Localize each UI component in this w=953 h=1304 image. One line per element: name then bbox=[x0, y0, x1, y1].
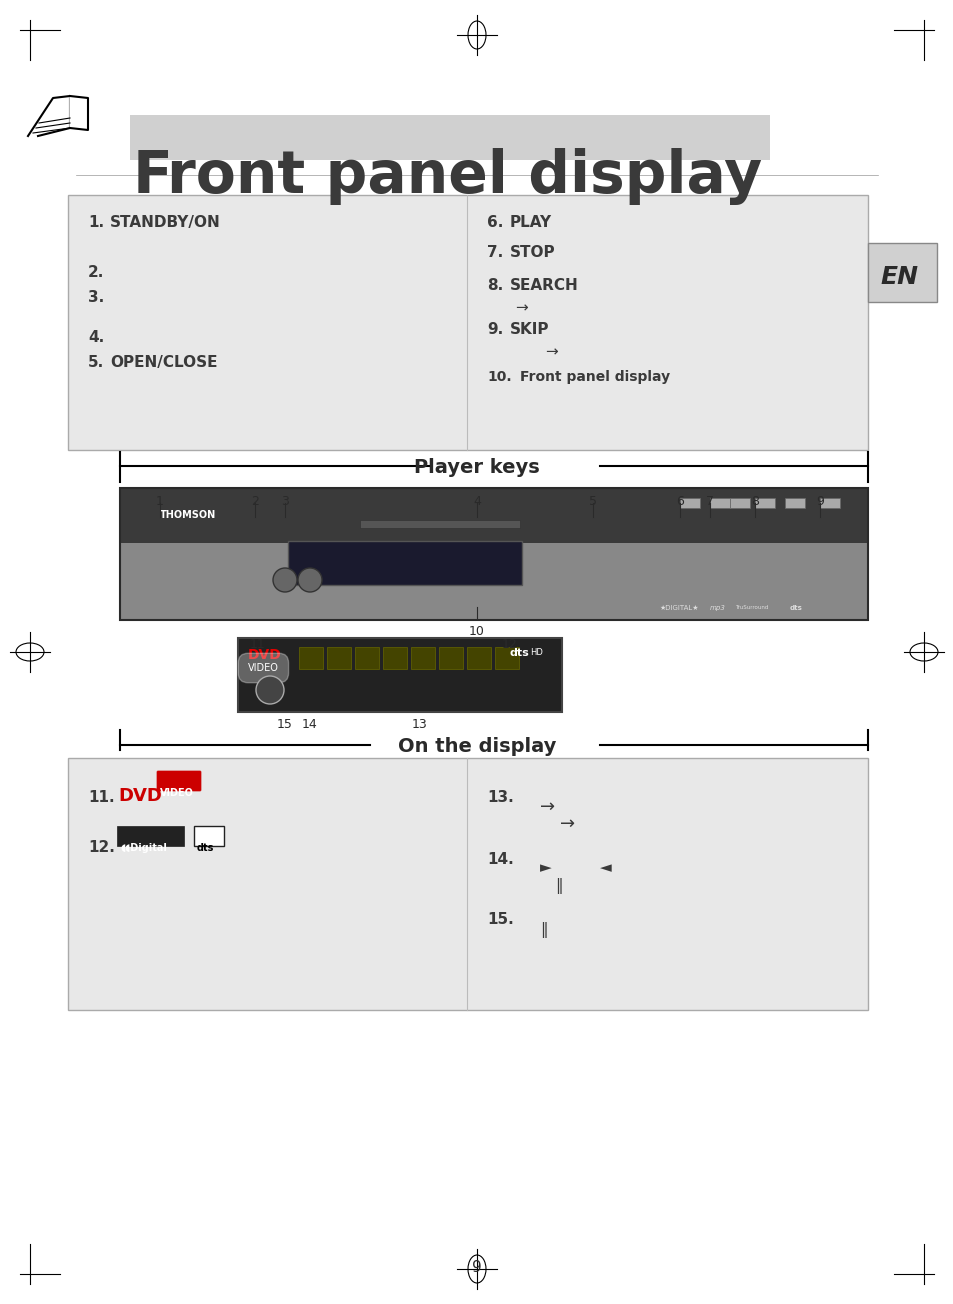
FancyBboxPatch shape bbox=[784, 498, 804, 509]
Text: ront panel display: ront panel display bbox=[167, 147, 761, 205]
Text: VIDEO: VIDEO bbox=[160, 788, 193, 798]
Text: 13.: 13. bbox=[486, 790, 514, 805]
FancyBboxPatch shape bbox=[867, 243, 936, 303]
Text: 9: 9 bbox=[472, 1260, 481, 1275]
Text: On the display: On the display bbox=[397, 737, 556, 756]
FancyBboxPatch shape bbox=[298, 647, 323, 669]
Text: PLAY: PLAY bbox=[510, 215, 552, 230]
Circle shape bbox=[273, 569, 296, 592]
Text: 10: 10 bbox=[469, 625, 484, 638]
FancyBboxPatch shape bbox=[411, 647, 435, 669]
Text: 5.: 5. bbox=[88, 355, 104, 370]
Text: 9: 9 bbox=[815, 496, 823, 509]
Text: 11.: 11. bbox=[88, 790, 114, 805]
FancyBboxPatch shape bbox=[355, 647, 378, 669]
FancyBboxPatch shape bbox=[68, 196, 867, 450]
Text: →: → bbox=[515, 300, 527, 316]
Text: 12: 12 bbox=[501, 638, 517, 651]
FancyBboxPatch shape bbox=[68, 758, 867, 1011]
FancyBboxPatch shape bbox=[709, 498, 729, 509]
Text: EN: EN bbox=[879, 265, 917, 289]
Text: OPEN/CLOSE: OPEN/CLOSE bbox=[110, 355, 217, 370]
Text: →: → bbox=[539, 798, 555, 816]
Circle shape bbox=[297, 569, 322, 592]
Text: DVD: DVD bbox=[118, 788, 162, 805]
Text: 2: 2 bbox=[251, 496, 258, 509]
FancyBboxPatch shape bbox=[679, 498, 700, 509]
Text: ★DIGITAL★: ★DIGITAL★ bbox=[659, 605, 699, 612]
FancyBboxPatch shape bbox=[820, 498, 840, 509]
FancyBboxPatch shape bbox=[130, 115, 769, 160]
FancyBboxPatch shape bbox=[288, 541, 521, 585]
FancyBboxPatch shape bbox=[327, 647, 351, 669]
Text: SEARCH: SEARCH bbox=[510, 278, 578, 293]
Text: dts: dts bbox=[196, 842, 214, 853]
FancyBboxPatch shape bbox=[495, 647, 518, 669]
Circle shape bbox=[255, 675, 284, 704]
Text: 1.: 1. bbox=[88, 215, 104, 230]
FancyBboxPatch shape bbox=[120, 542, 867, 619]
Text: 8: 8 bbox=[750, 496, 759, 509]
Text: VIDEO: VIDEO bbox=[248, 662, 278, 673]
Text: 10.: 10. bbox=[486, 370, 511, 383]
Text: HD: HD bbox=[530, 648, 542, 657]
Text: dts: dts bbox=[789, 605, 802, 612]
Polygon shape bbox=[28, 96, 70, 136]
Text: 4.: 4. bbox=[88, 330, 104, 346]
Text: 3: 3 bbox=[281, 496, 289, 509]
Text: 4: 4 bbox=[473, 496, 480, 509]
FancyBboxPatch shape bbox=[754, 498, 774, 509]
Text: 12.: 12. bbox=[88, 840, 114, 855]
Text: →: → bbox=[544, 344, 558, 359]
Text: ◄: ◄ bbox=[599, 861, 611, 875]
Text: dts: dts bbox=[510, 648, 529, 659]
Text: 1: 1 bbox=[156, 496, 164, 509]
Text: 14.: 14. bbox=[486, 852, 514, 867]
Text: 8.: 8. bbox=[486, 278, 503, 293]
Polygon shape bbox=[70, 96, 88, 130]
Text: 6.: 6. bbox=[486, 215, 503, 230]
Text: 14: 14 bbox=[302, 719, 317, 732]
Text: Player keys: Player keys bbox=[414, 458, 539, 477]
Text: 7: 7 bbox=[705, 496, 713, 509]
Text: ◖◖Digital: ◖◖Digital bbox=[120, 842, 167, 853]
Text: 7.: 7. bbox=[486, 245, 503, 259]
FancyBboxPatch shape bbox=[467, 647, 491, 669]
Text: ‖: ‖ bbox=[539, 922, 547, 938]
Text: TruSurround: TruSurround bbox=[734, 605, 767, 610]
Text: →: → bbox=[559, 815, 575, 833]
Text: 15: 15 bbox=[276, 719, 293, 732]
FancyBboxPatch shape bbox=[120, 488, 867, 542]
Text: STOP: STOP bbox=[510, 245, 555, 259]
FancyBboxPatch shape bbox=[157, 771, 201, 792]
Text: THOMSON: THOMSON bbox=[160, 510, 216, 520]
FancyBboxPatch shape bbox=[117, 825, 184, 846]
Text: 5: 5 bbox=[588, 496, 597, 509]
Text: 3.: 3. bbox=[88, 289, 104, 305]
Text: 15.: 15. bbox=[486, 911, 514, 927]
FancyBboxPatch shape bbox=[237, 638, 561, 712]
Text: ‖: ‖ bbox=[555, 878, 562, 895]
Text: 13: 13 bbox=[412, 719, 428, 732]
FancyBboxPatch shape bbox=[729, 498, 749, 509]
Text: 6: 6 bbox=[676, 496, 683, 509]
Text: 2.: 2. bbox=[88, 265, 104, 280]
FancyBboxPatch shape bbox=[193, 825, 224, 846]
Text: 11: 11 bbox=[250, 638, 266, 651]
Text: STANDBY/ON: STANDBY/ON bbox=[110, 215, 220, 230]
Text: Front panel display: Front panel display bbox=[519, 370, 669, 383]
FancyBboxPatch shape bbox=[438, 647, 462, 669]
Text: SKIP: SKIP bbox=[510, 322, 549, 336]
Text: mp3: mp3 bbox=[709, 605, 725, 612]
Text: DVD: DVD bbox=[248, 648, 281, 662]
Text: 9.: 9. bbox=[486, 322, 503, 336]
FancyBboxPatch shape bbox=[359, 520, 519, 528]
Text: F: F bbox=[132, 147, 172, 205]
FancyBboxPatch shape bbox=[382, 647, 407, 669]
Text: ►: ► bbox=[539, 861, 551, 875]
